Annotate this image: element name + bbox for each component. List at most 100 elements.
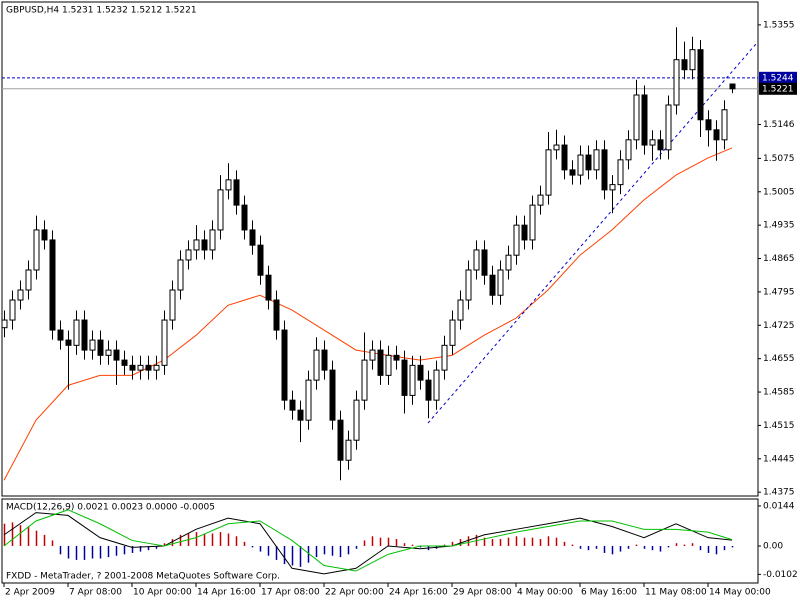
candle-body <box>705 119 712 131</box>
candle-body <box>641 94 648 146</box>
candle-body <box>65 339 72 346</box>
candle-body <box>433 369 440 401</box>
candle-body <box>585 154 592 171</box>
price-label-box <box>759 82 797 95</box>
candle-body <box>369 349 376 361</box>
x-tick-label: 11 May 08:00 <box>645 588 707 598</box>
x-tick-label: 6 May 16:00 <box>581 588 637 598</box>
candle-body <box>465 269 472 301</box>
candle-body <box>321 349 328 371</box>
candle-body <box>497 269 504 296</box>
candle-body <box>9 299 16 321</box>
candle-body <box>697 49 704 121</box>
candle-body <box>441 344 448 371</box>
candle-body <box>673 59 680 106</box>
candle-body <box>729 83 736 90</box>
candle-body <box>241 204 248 231</box>
main-plot <box>2 27 758 481</box>
candle-body <box>289 399 296 411</box>
candle-body <box>377 349 384 376</box>
y-tick-label: 1.4795 <box>763 287 795 297</box>
candle-body <box>713 129 720 141</box>
candle-body <box>457 299 464 321</box>
candle-body <box>417 364 424 381</box>
candle-body <box>57 329 64 341</box>
candle-body <box>553 144 560 151</box>
candle-body <box>25 269 32 291</box>
candle-body <box>225 179 232 191</box>
macd-line <box>3 509 733 572</box>
candle-body <box>425 379 432 401</box>
y-tick-label: 1.4515 <box>763 421 795 431</box>
candle-body <box>353 399 360 441</box>
candle-body <box>313 349 320 381</box>
candle-body <box>521 224 528 241</box>
candle-body <box>593 149 600 171</box>
x-tick-label: 4 May 00:00 <box>517 588 573 598</box>
axes: 1.5355 1.5146 1.5075 1.5005 1.4935 1.4865 1.47… <box>3 20 798 598</box>
candle-body <box>689 49 696 71</box>
candle-body <box>297 409 304 421</box>
candle-body <box>569 169 576 176</box>
candle-body <box>449 319 456 346</box>
y-tick-label: 1.4445 <box>763 454 795 464</box>
candle-body <box>49 239 56 331</box>
candle-body <box>113 349 120 361</box>
candle-body <box>337 419 344 461</box>
candle-body <box>649 139 656 146</box>
candle-body <box>169 289 176 321</box>
candle-body <box>73 319 80 346</box>
candle-body <box>281 329 288 401</box>
candle-body <box>577 154 584 176</box>
candle-body <box>145 364 152 371</box>
candle-body <box>89 339 96 351</box>
candle-body <box>233 179 240 206</box>
candle-body <box>249 229 256 246</box>
candle-body <box>97 339 104 356</box>
price-label: 1.5244 <box>762 73 794 83</box>
macd-plot <box>3 509 734 575</box>
candle-body <box>177 259 184 291</box>
y-tick-label: 1.5355 <box>763 20 795 30</box>
x-tick-label: 29 Apr 08:00 <box>453 588 512 598</box>
candle-body <box>545 149 552 196</box>
x-tick-label: 2 Apr 2009 <box>5 588 55 598</box>
x-tick-label: 10 Apr 00:00 <box>133 588 192 598</box>
candle-body <box>481 249 488 276</box>
candle-body <box>305 379 312 421</box>
candle-body <box>345 439 352 461</box>
candle-body <box>401 359 408 396</box>
y-tick-label: 0.0144 <box>763 501 795 511</box>
price-label: 1.5221 <box>762 84 794 94</box>
candle-body <box>33 229 40 271</box>
candle-body <box>81 319 88 351</box>
y-tick-label: 1.5075 <box>763 154 795 164</box>
candle-body <box>361 359 368 401</box>
y-tick-label: 1.5146 <box>763 120 795 130</box>
candle-body <box>561 144 568 171</box>
candle-body <box>537 194 544 206</box>
candle-body <box>609 184 616 191</box>
y-tick-label: 1.4935 <box>763 221 795 231</box>
candle-body <box>121 359 128 366</box>
candle-body <box>409 364 416 396</box>
macd-line <box>3 512 733 575</box>
price-label-box <box>759 71 797 84</box>
candle-body <box>105 349 112 356</box>
candle-body <box>617 159 624 186</box>
candle-body <box>633 94 640 141</box>
candle-body <box>2 319 8 329</box>
candle-body <box>129 364 136 371</box>
candle-body <box>201 239 208 251</box>
candle-body <box>473 249 480 271</box>
candle-body <box>273 299 280 331</box>
y-tick-label: 1.4865 <box>763 254 795 264</box>
y-tick-label: -0.0102 <box>763 570 798 580</box>
candle-body <box>529 204 536 241</box>
chart-title: GBPUSD,H4 1.5231 1.5232 1.5212 1.5221 <box>6 6 197 16</box>
candle-body <box>161 319 168 366</box>
main-panel <box>1 1 759 497</box>
x-tick-label: 14 Apr 16:00 <box>197 588 256 598</box>
y-tick-label: 1.4655 <box>763 354 795 364</box>
